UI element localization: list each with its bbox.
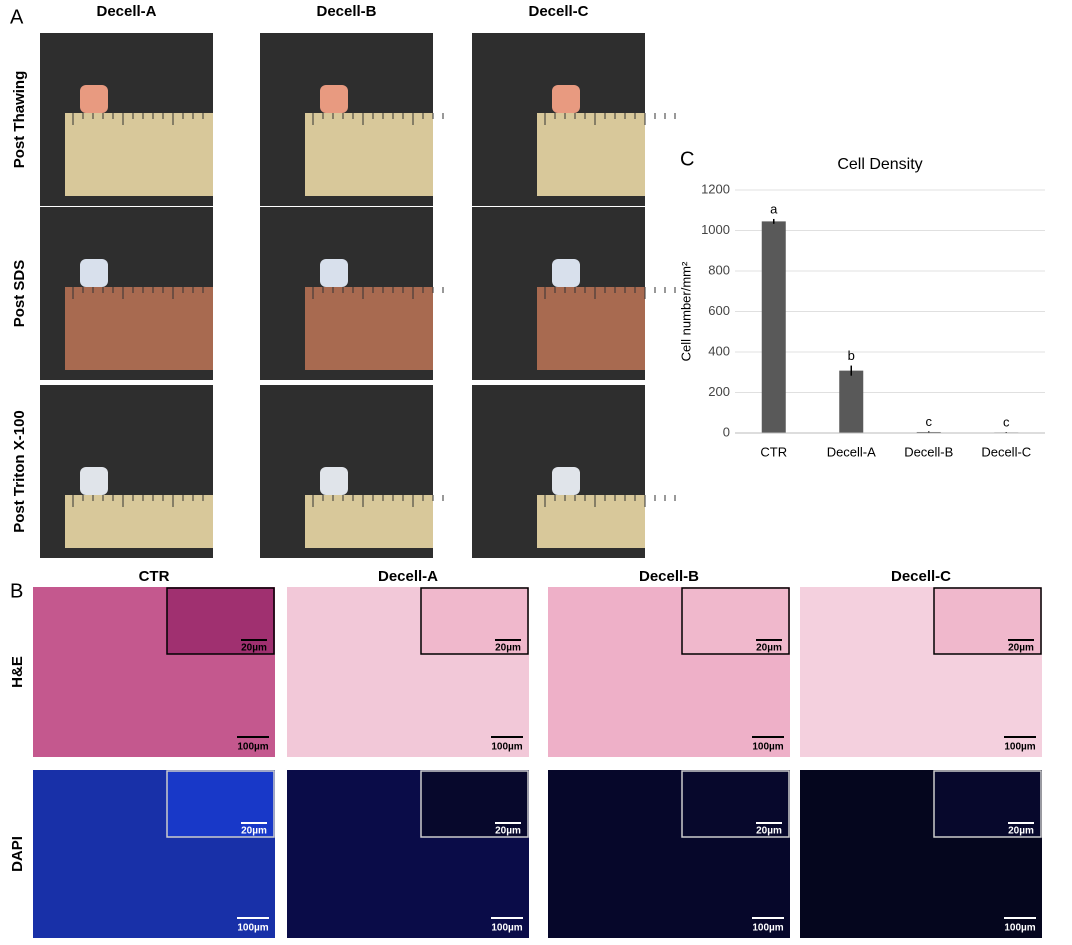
ruler (65, 287, 213, 370)
inset (681, 587, 790, 655)
y-tick-label: 0 (723, 424, 730, 439)
micrograph: 20µm 100µm (800, 770, 1042, 938)
panel-label: B (10, 580, 23, 602)
bar (761, 221, 786, 433)
scale-label: 100µm (237, 742, 268, 753)
column-header: CTR (139, 568, 170, 585)
scale-label: 20µm (756, 826, 782, 837)
inset (933, 770, 1042, 838)
micrograph: 20µm 100µm (287, 770, 529, 938)
micrograph: 20µm 100µm (287, 587, 529, 757)
scale-label: 20µm (495, 826, 521, 837)
photo (40, 385, 213, 558)
tissue (80, 259, 108, 287)
row-label: Post Triton X-100 (11, 410, 28, 533)
tissue (552, 85, 580, 113)
significance-letter: c (1003, 414, 1010, 429)
y-tick-label: 800 (708, 262, 730, 277)
ruler (537, 495, 645, 548)
photo (260, 33, 444, 206)
x-tick-label: Decell-A (827, 444, 876, 459)
scale-label: 100µm (491, 923, 522, 934)
significance-letter: b (848, 348, 855, 363)
inset (681, 770, 790, 838)
ruler (305, 113, 433, 196)
scale-label: 100µm (752, 923, 783, 934)
inset (166, 587, 275, 655)
photo (260, 207, 444, 380)
x-tick-label: Decell-B (904, 444, 953, 459)
photo (40, 207, 213, 380)
scale-label: 20µm (1008, 826, 1034, 837)
y-tick-label: 600 (708, 303, 730, 318)
inset (420, 770, 529, 838)
significance-letter: c (926, 414, 933, 429)
tissue (320, 467, 348, 495)
scale-label: 100µm (1004, 742, 1035, 753)
tissue (320, 85, 348, 113)
inset (166, 770, 275, 838)
ruler (65, 113, 213, 196)
inset (420, 587, 529, 655)
scale-label: 20µm (241, 643, 267, 654)
micrograph: 20µm 100µm (548, 587, 790, 757)
bar (839, 370, 864, 433)
photo (260, 385, 444, 558)
y-tick-label: 200 (708, 384, 730, 399)
ruler (537, 113, 645, 196)
significance-letter: a (770, 201, 778, 216)
panel-label: C (680, 148, 694, 170)
column-header: Decell-B (639, 568, 699, 585)
row-label: Post SDS (11, 260, 28, 328)
photo (472, 385, 676, 558)
column-header: Decell-C (528, 3, 588, 20)
micrograph: 20µm 100µm (548, 770, 790, 938)
photo (472, 207, 676, 380)
scale-label: 100µm (1004, 923, 1035, 934)
y-tick-label: 1000 (701, 222, 730, 237)
ruler (537, 287, 645, 370)
ruler (305, 287, 433, 370)
row-label: Post Thawing (11, 71, 28, 169)
y-axis-label: Cell number/mm² (678, 261, 693, 361)
scale-label: 100µm (752, 742, 783, 753)
y-tick-label: 1200 (701, 181, 730, 196)
scale-label: 20µm (241, 826, 267, 837)
micrograph: 20µm 100µm (800, 587, 1042, 757)
row-label: H&E (9, 656, 26, 688)
scale-label: 20µm (756, 643, 782, 654)
column-header: Decell-A (96, 3, 156, 20)
column-header: Decell-C (891, 568, 951, 585)
scale-label: 100µm (491, 742, 522, 753)
ruler (65, 495, 213, 548)
row-label: DAPI (9, 836, 26, 872)
tissue (552, 467, 580, 495)
chart-title: Cell Density (837, 156, 922, 173)
photo (40, 33, 213, 206)
column-header: Decell-A (378, 568, 438, 585)
micrograph: 20µm 100µm (33, 587, 275, 757)
photo (472, 33, 676, 206)
tissue (552, 259, 580, 287)
column-header: Decell-B (316, 3, 376, 20)
scale-label: 20µm (495, 643, 521, 654)
inset (933, 587, 1042, 655)
scale-label: 100µm (237, 923, 268, 934)
micrograph: 20µm 100µm (33, 770, 275, 938)
tissue (320, 259, 348, 287)
x-tick-label: CTR (760, 444, 787, 459)
scale-label: 20µm (1008, 643, 1034, 654)
tissue (80, 85, 108, 113)
x-tick-label: Decell-C (981, 444, 1031, 459)
tissue (80, 467, 108, 495)
y-tick-label: 400 (708, 343, 730, 358)
panel-label: A (10, 6, 24, 28)
ruler (305, 495, 433, 548)
